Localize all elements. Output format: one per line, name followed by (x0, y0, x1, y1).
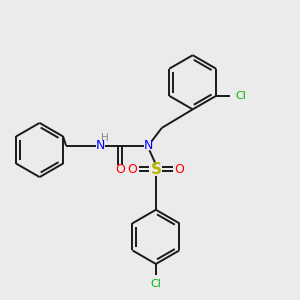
Text: Cl: Cl (235, 91, 246, 101)
Text: N: N (95, 139, 105, 152)
Text: O: O (128, 163, 138, 176)
Text: Cl: Cl (151, 279, 161, 289)
Text: O: O (115, 163, 125, 176)
Text: H: H (101, 133, 109, 143)
Text: O: O (174, 163, 184, 176)
Text: S: S (150, 162, 161, 177)
Text: N: N (144, 139, 153, 152)
